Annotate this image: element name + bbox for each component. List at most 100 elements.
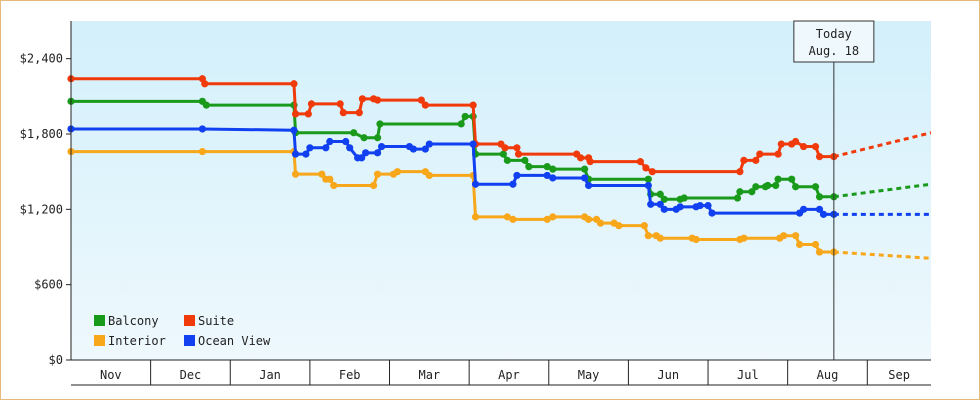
data-point bbox=[596, 219, 605, 227]
data-point bbox=[425, 171, 433, 180]
data-point bbox=[764, 181, 772, 190]
legend-label: Balcony bbox=[108, 314, 159, 328]
data-point bbox=[198, 125, 206, 133]
data-point bbox=[740, 234, 748, 242]
series-line bbox=[71, 99, 834, 201]
data-point bbox=[733, 194, 742, 202]
legend-label: Interior bbox=[108, 334, 166, 348]
data-point bbox=[425, 140, 433, 148]
data-point bbox=[586, 158, 594, 166]
legend-swatch bbox=[94, 315, 105, 326]
data-point bbox=[393, 168, 402, 176]
data-point bbox=[796, 240, 804, 249]
data-point bbox=[799, 205, 808, 213]
today-date: Aug. 18 bbox=[809, 44, 860, 58]
data-point bbox=[811, 142, 820, 151]
legend: Balcony Suite Interior Ocean View bbox=[94, 314, 271, 348]
y-tick-label: $2,400 bbox=[20, 52, 63, 66]
y-tick-label: $1,200 bbox=[20, 202, 63, 216]
x-tick-label: Jul bbox=[737, 368, 759, 382]
data-point bbox=[421, 101, 429, 109]
data-point bbox=[815, 248, 824, 256]
data-point bbox=[302, 150, 310, 158]
data-point bbox=[676, 203, 684, 211]
data-point bbox=[358, 154, 366, 162]
data-point bbox=[656, 190, 664, 198]
data-point bbox=[469, 140, 477, 148]
series-ocean-view bbox=[67, 125, 931, 218]
data-point bbox=[342, 137, 350, 146]
data-point bbox=[644, 181, 652, 190]
data-point bbox=[792, 183, 800, 191]
data-point bbox=[780, 232, 788, 240]
legend-swatch bbox=[184, 335, 195, 346]
data-point bbox=[373, 134, 382, 142]
data-point bbox=[499, 150, 507, 158]
data-point bbox=[509, 215, 517, 223]
data-point bbox=[373, 170, 382, 178]
data-point bbox=[291, 110, 300, 118]
data-point bbox=[774, 175, 782, 183]
forecast-line bbox=[833, 131, 932, 159]
x-tick-label: Feb bbox=[339, 368, 361, 382]
data-point bbox=[708, 209, 716, 217]
data-point bbox=[815, 205, 824, 213]
data-point bbox=[362, 149, 370, 157]
data-point bbox=[373, 149, 382, 157]
data-point bbox=[815, 153, 824, 161]
data-point bbox=[457, 120, 465, 128]
data-point bbox=[543, 171, 551, 180]
data-point bbox=[811, 183, 820, 191]
data-point bbox=[584, 215, 593, 223]
legend-swatch bbox=[94, 335, 105, 346]
x-tick-label: Sep bbox=[888, 368, 910, 382]
data-point bbox=[339, 109, 347, 117]
legend-swatch bbox=[184, 315, 195, 326]
data-point bbox=[692, 235, 700, 244]
data-point bbox=[336, 100, 344, 108]
data-point bbox=[581, 165, 589, 173]
data-point bbox=[740, 156, 748, 164]
data-point bbox=[377, 142, 386, 151]
data-point bbox=[644, 232, 652, 240]
data-point bbox=[198, 147, 206, 156]
x-tick-label: Nov bbox=[100, 368, 122, 382]
today-marker: Today Aug. 18 bbox=[793, 20, 875, 360]
data-point bbox=[503, 156, 511, 164]
data-point bbox=[291, 150, 300, 158]
data-point bbox=[752, 156, 760, 164]
data-point bbox=[640, 222, 648, 230]
data-point bbox=[680, 194, 688, 202]
data-point bbox=[326, 137, 334, 146]
data-point bbox=[644, 175, 652, 183]
data-point bbox=[581, 174, 589, 182]
data-point bbox=[525, 163, 533, 171]
data-point bbox=[577, 154, 585, 162]
legend-label: Suite bbox=[198, 314, 234, 328]
data-point bbox=[777, 140, 785, 148]
data-point bbox=[549, 213, 557, 221]
data-point bbox=[648, 168, 656, 176]
data-point bbox=[696, 201, 704, 210]
data-point bbox=[501, 144, 509, 152]
data-point bbox=[543, 215, 551, 223]
data-point bbox=[346, 144, 354, 152]
data-point bbox=[469, 101, 477, 109]
data-point bbox=[326, 175, 334, 183]
y-tick-label: $0 bbox=[49, 353, 63, 367]
today-label: Today bbox=[816, 27, 852, 41]
data-point bbox=[513, 171, 521, 180]
data-point bbox=[615, 222, 623, 230]
data-point bbox=[736, 188, 744, 196]
data-point bbox=[748, 188, 756, 196]
data-point bbox=[201, 80, 209, 88]
today-label-box bbox=[793, 20, 875, 63]
data-point bbox=[318, 170, 326, 178]
series-suite bbox=[67, 75, 932, 176]
data-point bbox=[819, 210, 828, 218]
data-point bbox=[355, 109, 363, 117]
data-point bbox=[350, 129, 358, 137]
data-point bbox=[421, 145, 429, 153]
data-point bbox=[660, 195, 668, 203]
